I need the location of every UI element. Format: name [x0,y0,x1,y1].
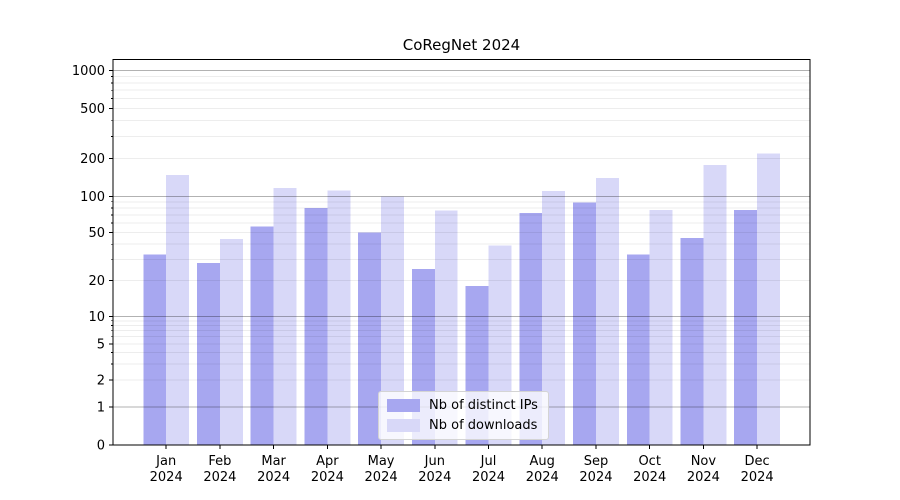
y-tick-label-200: 200 [80,152,105,167]
bar-nb-of-distinct-ips-sep-2024 [573,202,596,445]
x-tick-label-dec-2024: Dec 2024 [741,454,774,485]
x-tick-label-feb-2024: Feb 2024 [203,454,236,485]
bar-nb-of-downloads-may-2024 [381,196,404,445]
plot-border [112,59,811,446]
legend-swatch-downloads [387,419,420,432]
bar-nb-of-downloads-sep-2024 [595,177,619,445]
y-tick-label-10: 10 [88,310,105,325]
bar-nb-of-downloads-apr-2024 [327,190,351,445]
bar-nb-of-distinct-ips-oct-2024 [626,254,650,445]
bar-nb-of-downloads-dec-2024 [757,153,781,445]
y-tick-label-1: 1 [97,401,105,416]
legend-label-distinct-ips: Nb of distinct IPs [429,398,538,413]
x-tick-label-jun-2024: Jun 2024 [418,454,451,485]
bar-nb-of-downloads-mar-2024 [273,188,297,445]
bar-nb-of-downloads-aug-2024 [542,191,566,445]
x-tick-label-aug-2024: Aug 2024 [526,454,559,485]
y-tick-label-5: 5 [97,337,105,352]
bar-nb-of-downloads-oct-2024 [649,209,673,445]
legend: Nb of distinct IPs Nb of downloads [378,391,549,440]
y-tick-label-50: 50 [88,226,105,241]
bar-nb-of-distinct-ips-mar-2024 [250,226,274,445]
y-tick-label-500: 500 [80,102,105,117]
bar-nb-of-distinct-ips-feb-2024 [197,262,220,445]
bar-nb-of-distinct-ips-jan-2024 [143,254,167,445]
y-tick-label-1000: 1000 [72,64,105,79]
bar-nb-of-downloads-feb-2024 [219,239,243,445]
legend-swatch-distinct-ips [387,399,420,412]
x-tick-label-sep-2024: Sep 2024 [579,454,612,485]
bar-nb-of-distinct-ips-nov-2024 [680,238,704,445]
x-tick-label-apr-2024: Apr 2024 [311,454,344,485]
y-tick-label-2: 2 [97,373,105,388]
bar-nb-of-distinct-ips-apr-2024 [304,207,328,445]
y-tick-label-100: 100 [80,190,105,205]
y-tick-label-0: 0 [97,438,105,453]
bar-nb-of-downloads-jun-2024 [434,210,458,445]
y-tick-label-20: 20 [88,274,105,289]
x-tick-label-jul-2024: Jul 2024 [472,454,505,485]
x-tick-label-may-2024: May 2024 [365,454,398,485]
x-tick-label-oct-2024: Oct 2024 [633,454,666,485]
legend-label-downloads: Nb of downloads [429,418,538,433]
legend-entry-distinct-ips: Nb of distinct IPs [387,398,538,413]
bar-nb-of-distinct-ips-dec-2024 [734,209,758,445]
chart-title: CoRegNet 2024 [402,36,521,54]
legend-entry-downloads: Nb of downloads [387,418,538,433]
bar-nb-of-distinct-ips-aug-2024 [519,212,543,445]
bar-nb-of-downloads-jan-2024 [166,174,190,445]
bar-nb-of-distinct-ips-may-2024 [358,232,382,445]
x-tick-label-mar-2024: Mar 2024 [257,454,290,485]
x-tick-label-nov-2024: Nov 2024 [687,454,720,485]
x-tick-label-jan-2024: Jan 2024 [150,454,183,485]
bar-nb-of-downloads-nov-2024 [703,165,727,445]
